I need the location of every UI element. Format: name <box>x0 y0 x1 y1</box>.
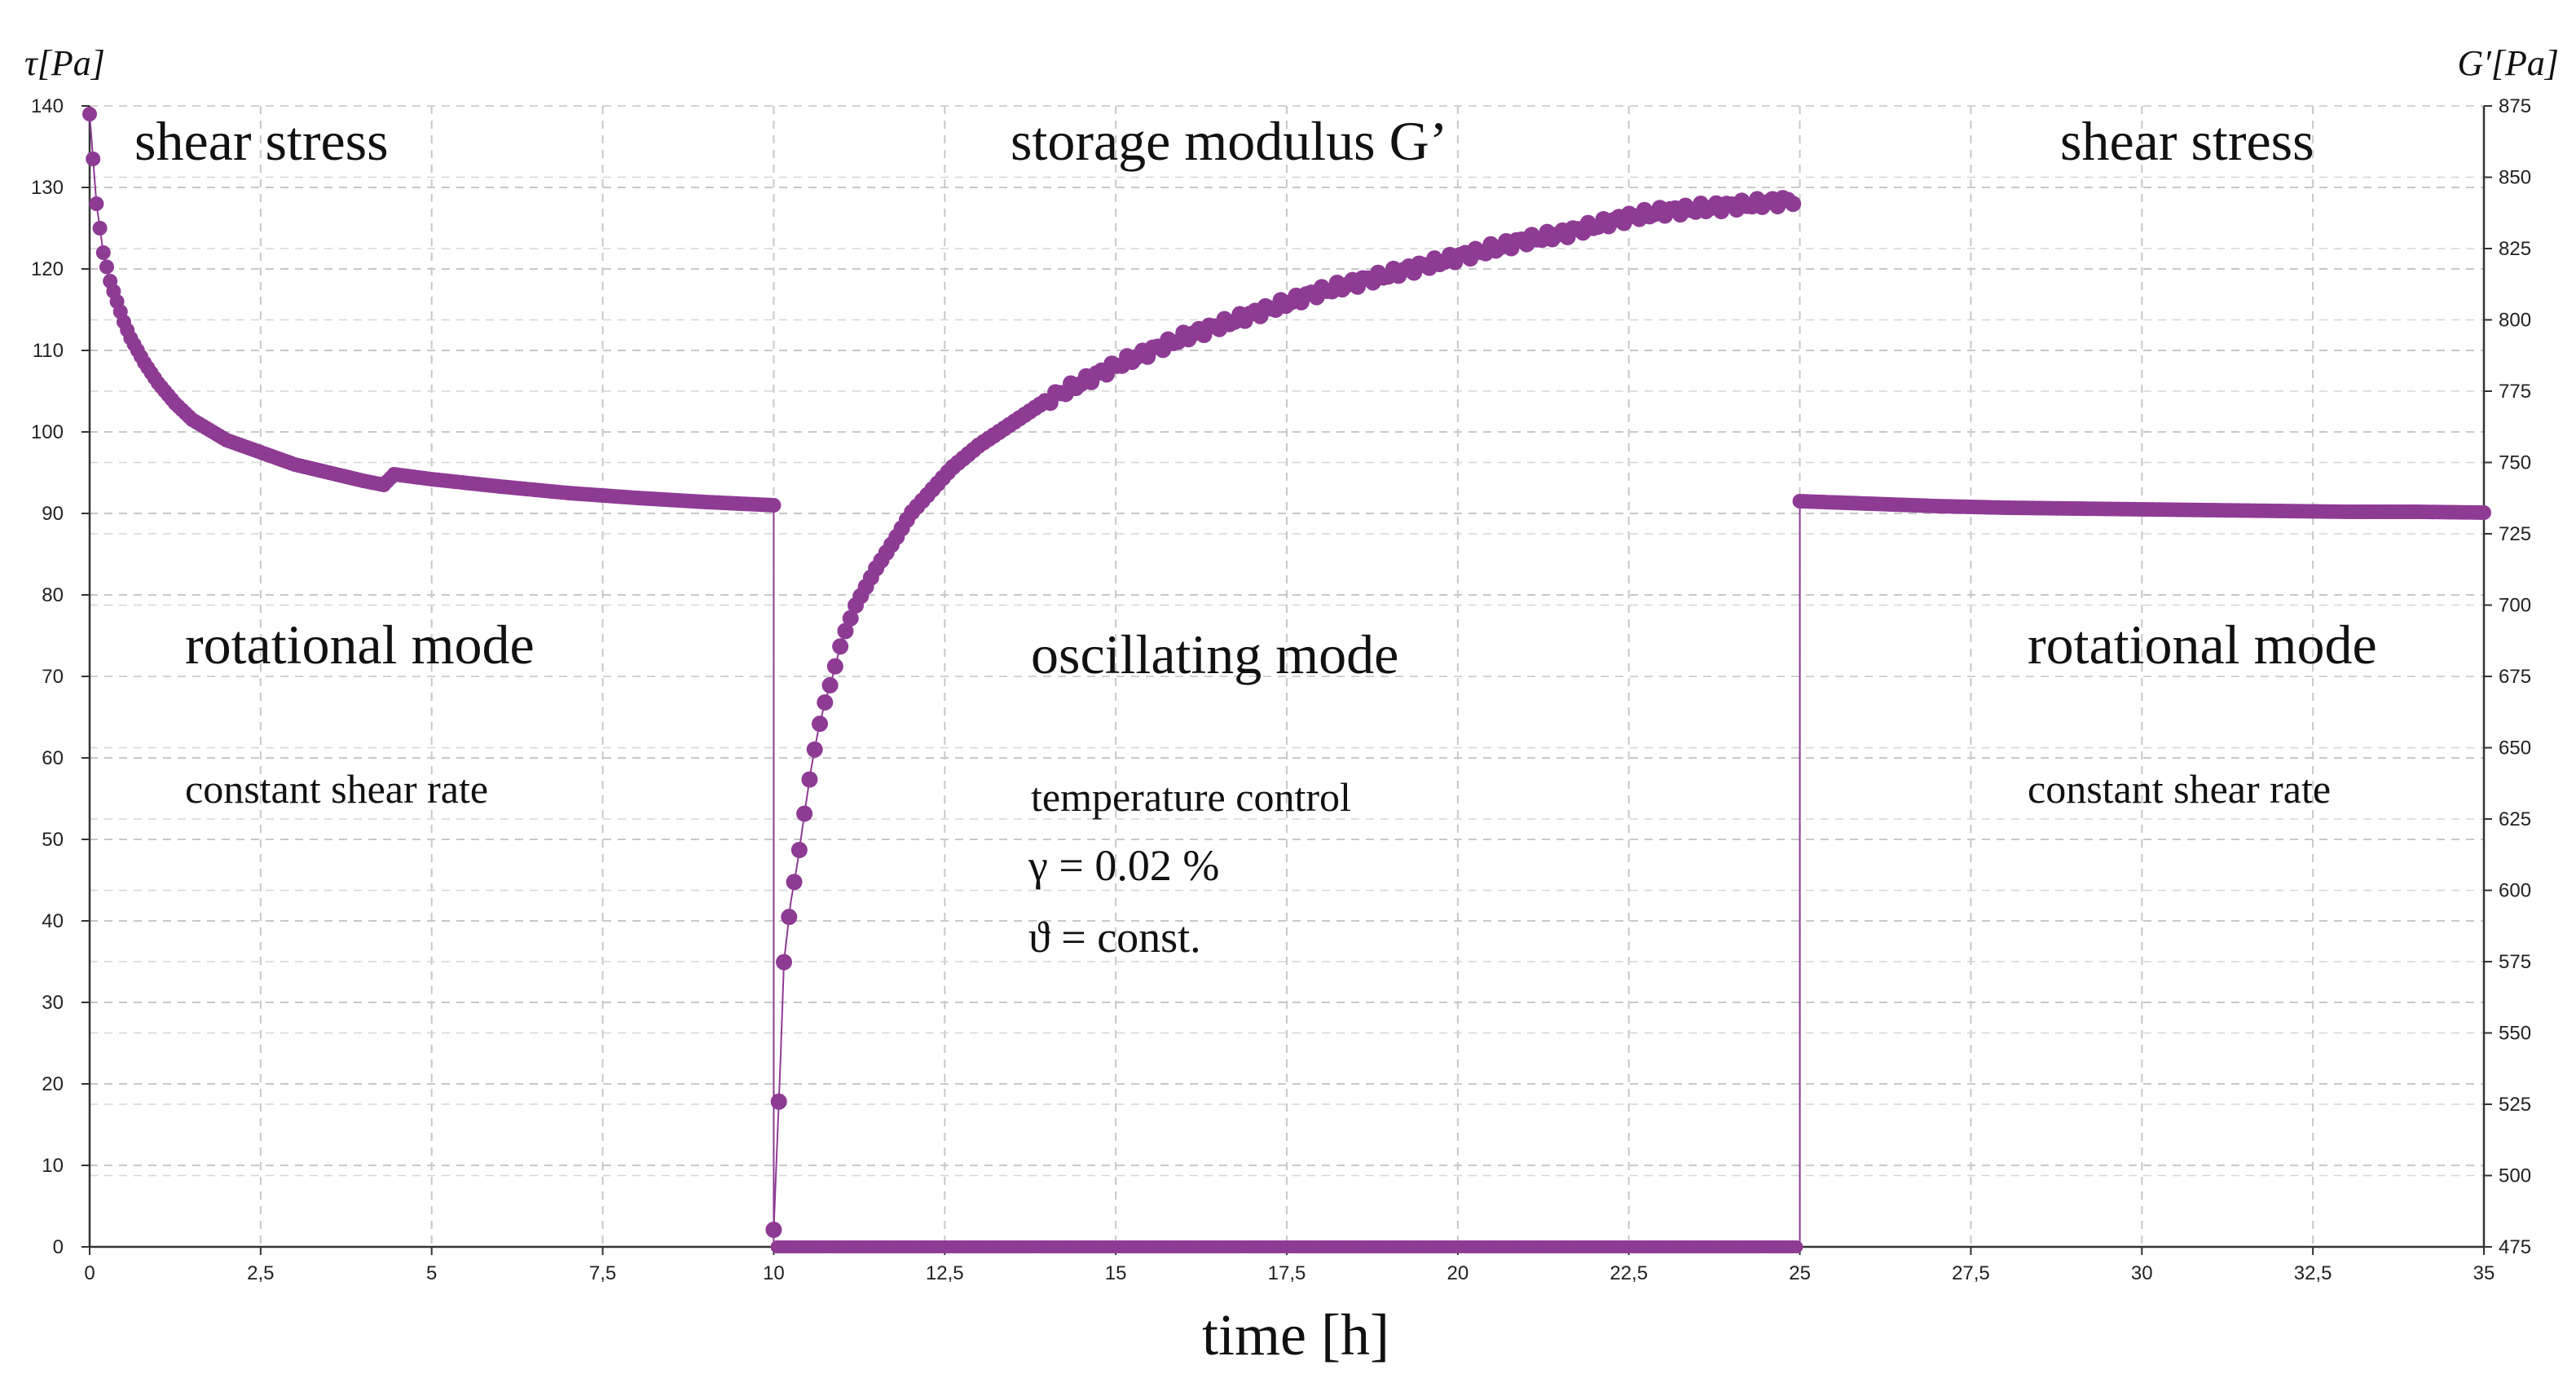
x-tick-label: 0 <box>84 1262 95 1284</box>
y-left-tick-label: 70 <box>42 666 64 688</box>
data-point <box>89 196 104 211</box>
y-right-tick-label: 500 <box>2499 1165 2531 1187</box>
data-point <box>92 221 108 236</box>
x-tick-label: 2,5 <box>247 1262 274 1284</box>
y-left-tick-label: 40 <box>42 910 64 932</box>
y-right-tick-label: 600 <box>2499 880 2531 902</box>
y-left-tick-label: 30 <box>42 992 64 1014</box>
x-tick-label: 20 <box>1447 1262 1469 1284</box>
data-point <box>842 610 859 627</box>
annotation-left-title: shear stress <box>134 110 389 172</box>
annotation-center-title: storage modulus G’ <box>1011 110 1447 172</box>
x-tick-label: 30 <box>2131 1262 2153 1284</box>
data-point <box>811 716 828 733</box>
y-left-tick-label: 110 <box>33 340 64 362</box>
data-point <box>801 771 818 788</box>
y-right-tick-label: 750 <box>2499 452 2531 474</box>
annotation-gamma: γ = 0.02 % <box>1028 841 1219 890</box>
y-left-tick-label: 90 <box>42 503 64 525</box>
y-left-axis-title: τ[Pa] <box>24 43 105 83</box>
y-right-tick-label: 775 <box>2499 381 2531 403</box>
annotation-left-mode: rotational mode <box>185 614 535 676</box>
y-left-tick-label: 80 <box>42 584 64 606</box>
series-line <box>773 199 1794 1231</box>
y-left-tick-label: 10 <box>42 1155 64 1177</box>
x-tick-label: 10 <box>763 1262 785 1284</box>
data-point <box>817 694 834 711</box>
y-left-tick-label: 0 <box>53 1236 64 1258</box>
y-right-axis-title: G′[Pa] <box>2457 43 2559 83</box>
data-point <box>821 676 839 694</box>
y-right-tick-label: 575 <box>2499 951 2531 973</box>
data-point <box>99 259 114 275</box>
data-point <box>765 1222 782 1238</box>
data-point <box>826 658 843 675</box>
data-point <box>82 107 97 121</box>
data-point <box>2477 505 2491 520</box>
annotation-center-condition: temperature control <box>1031 774 1351 820</box>
x-tick-label: 17,5 <box>1268 1262 1306 1284</box>
data-point <box>781 909 798 926</box>
y-right-tick-label: 825 <box>2499 238 2531 260</box>
annotation-right-title: shear stress <box>2060 110 2314 172</box>
x-tick-label: 15 <box>1105 1262 1127 1284</box>
data-point <box>790 841 808 858</box>
y-right-tick-label: 625 <box>2499 808 2531 830</box>
data-point <box>806 741 823 758</box>
x-tick-label: 25 <box>1789 1262 1811 1284</box>
y-right-tick-label: 700 <box>2499 595 2531 617</box>
x-axis-title: time [h] <box>1202 1302 1389 1367</box>
annotation-right-condition: constant shear rate <box>2028 766 2331 812</box>
y-left-tick-label: 130 <box>31 177 64 199</box>
x-tick-label: 27,5 <box>1952 1262 1990 1284</box>
x-tick-label: 32,5 <box>2294 1262 2332 1284</box>
y-left-tick-label: 100 <box>31 421 64 443</box>
y-right-tick-label: 725 <box>2499 523 2531 545</box>
data-point <box>1785 196 1802 213</box>
y-right-tick-label: 800 <box>2499 310 2531 332</box>
data-point <box>770 1093 787 1110</box>
tick-labels: 0 2,5 5 7,5 10 12,5 15 17,5 20 22,5 25 27,5 30 32,5 35… <box>31 95 2531 1284</box>
y-right-tick-label: 850 <box>2499 167 2531 189</box>
annotation-left-condition: constant shear rate <box>185 766 488 812</box>
baseline-point <box>1790 1240 1803 1253</box>
y-left-tick-label: 20 <box>42 1073 64 1095</box>
y-left-tick-label: 60 <box>42 747 64 769</box>
data-point <box>766 498 782 513</box>
y-right-tick-label: 675 <box>2499 666 2531 688</box>
y-left-tick-label: 140 <box>31 95 64 117</box>
data-point <box>832 638 849 655</box>
x-tick-label: 35 <box>2473 1262 2495 1284</box>
x-tick-label: 7,5 <box>589 1262 616 1284</box>
y-right-tick-label: 525 <box>2499 1094 2531 1116</box>
data-point <box>786 874 803 891</box>
data-series <box>82 107 2491 1253</box>
x-tick-label: 5 <box>426 1262 437 1284</box>
data-point <box>796 805 813 822</box>
y-right-tick-label: 650 <box>2499 738 2531 760</box>
y-right-tick-label: 550 <box>2499 1023 2531 1045</box>
data-point <box>775 953 792 971</box>
data-point <box>86 152 101 166</box>
x-tick-label: 12,5 <box>926 1262 964 1284</box>
data-point <box>95 245 111 260</box>
y-right-tick-label: 475 <box>2499 1236 2531 1258</box>
x-tick-label: 22,5 <box>1609 1262 1648 1284</box>
y-right-tick-label: 875 <box>2499 95 2531 117</box>
y-left-tick-label: 50 <box>42 829 64 851</box>
y-left-tick-label: 120 <box>31 258 64 280</box>
annotation-theta: ϑ = const. <box>1028 913 1201 962</box>
annotation-center-mode: oscillating mode <box>1031 623 1398 685</box>
data-point <box>837 623 854 640</box>
annotation-right-mode: rotational mode <box>2028 614 2377 676</box>
